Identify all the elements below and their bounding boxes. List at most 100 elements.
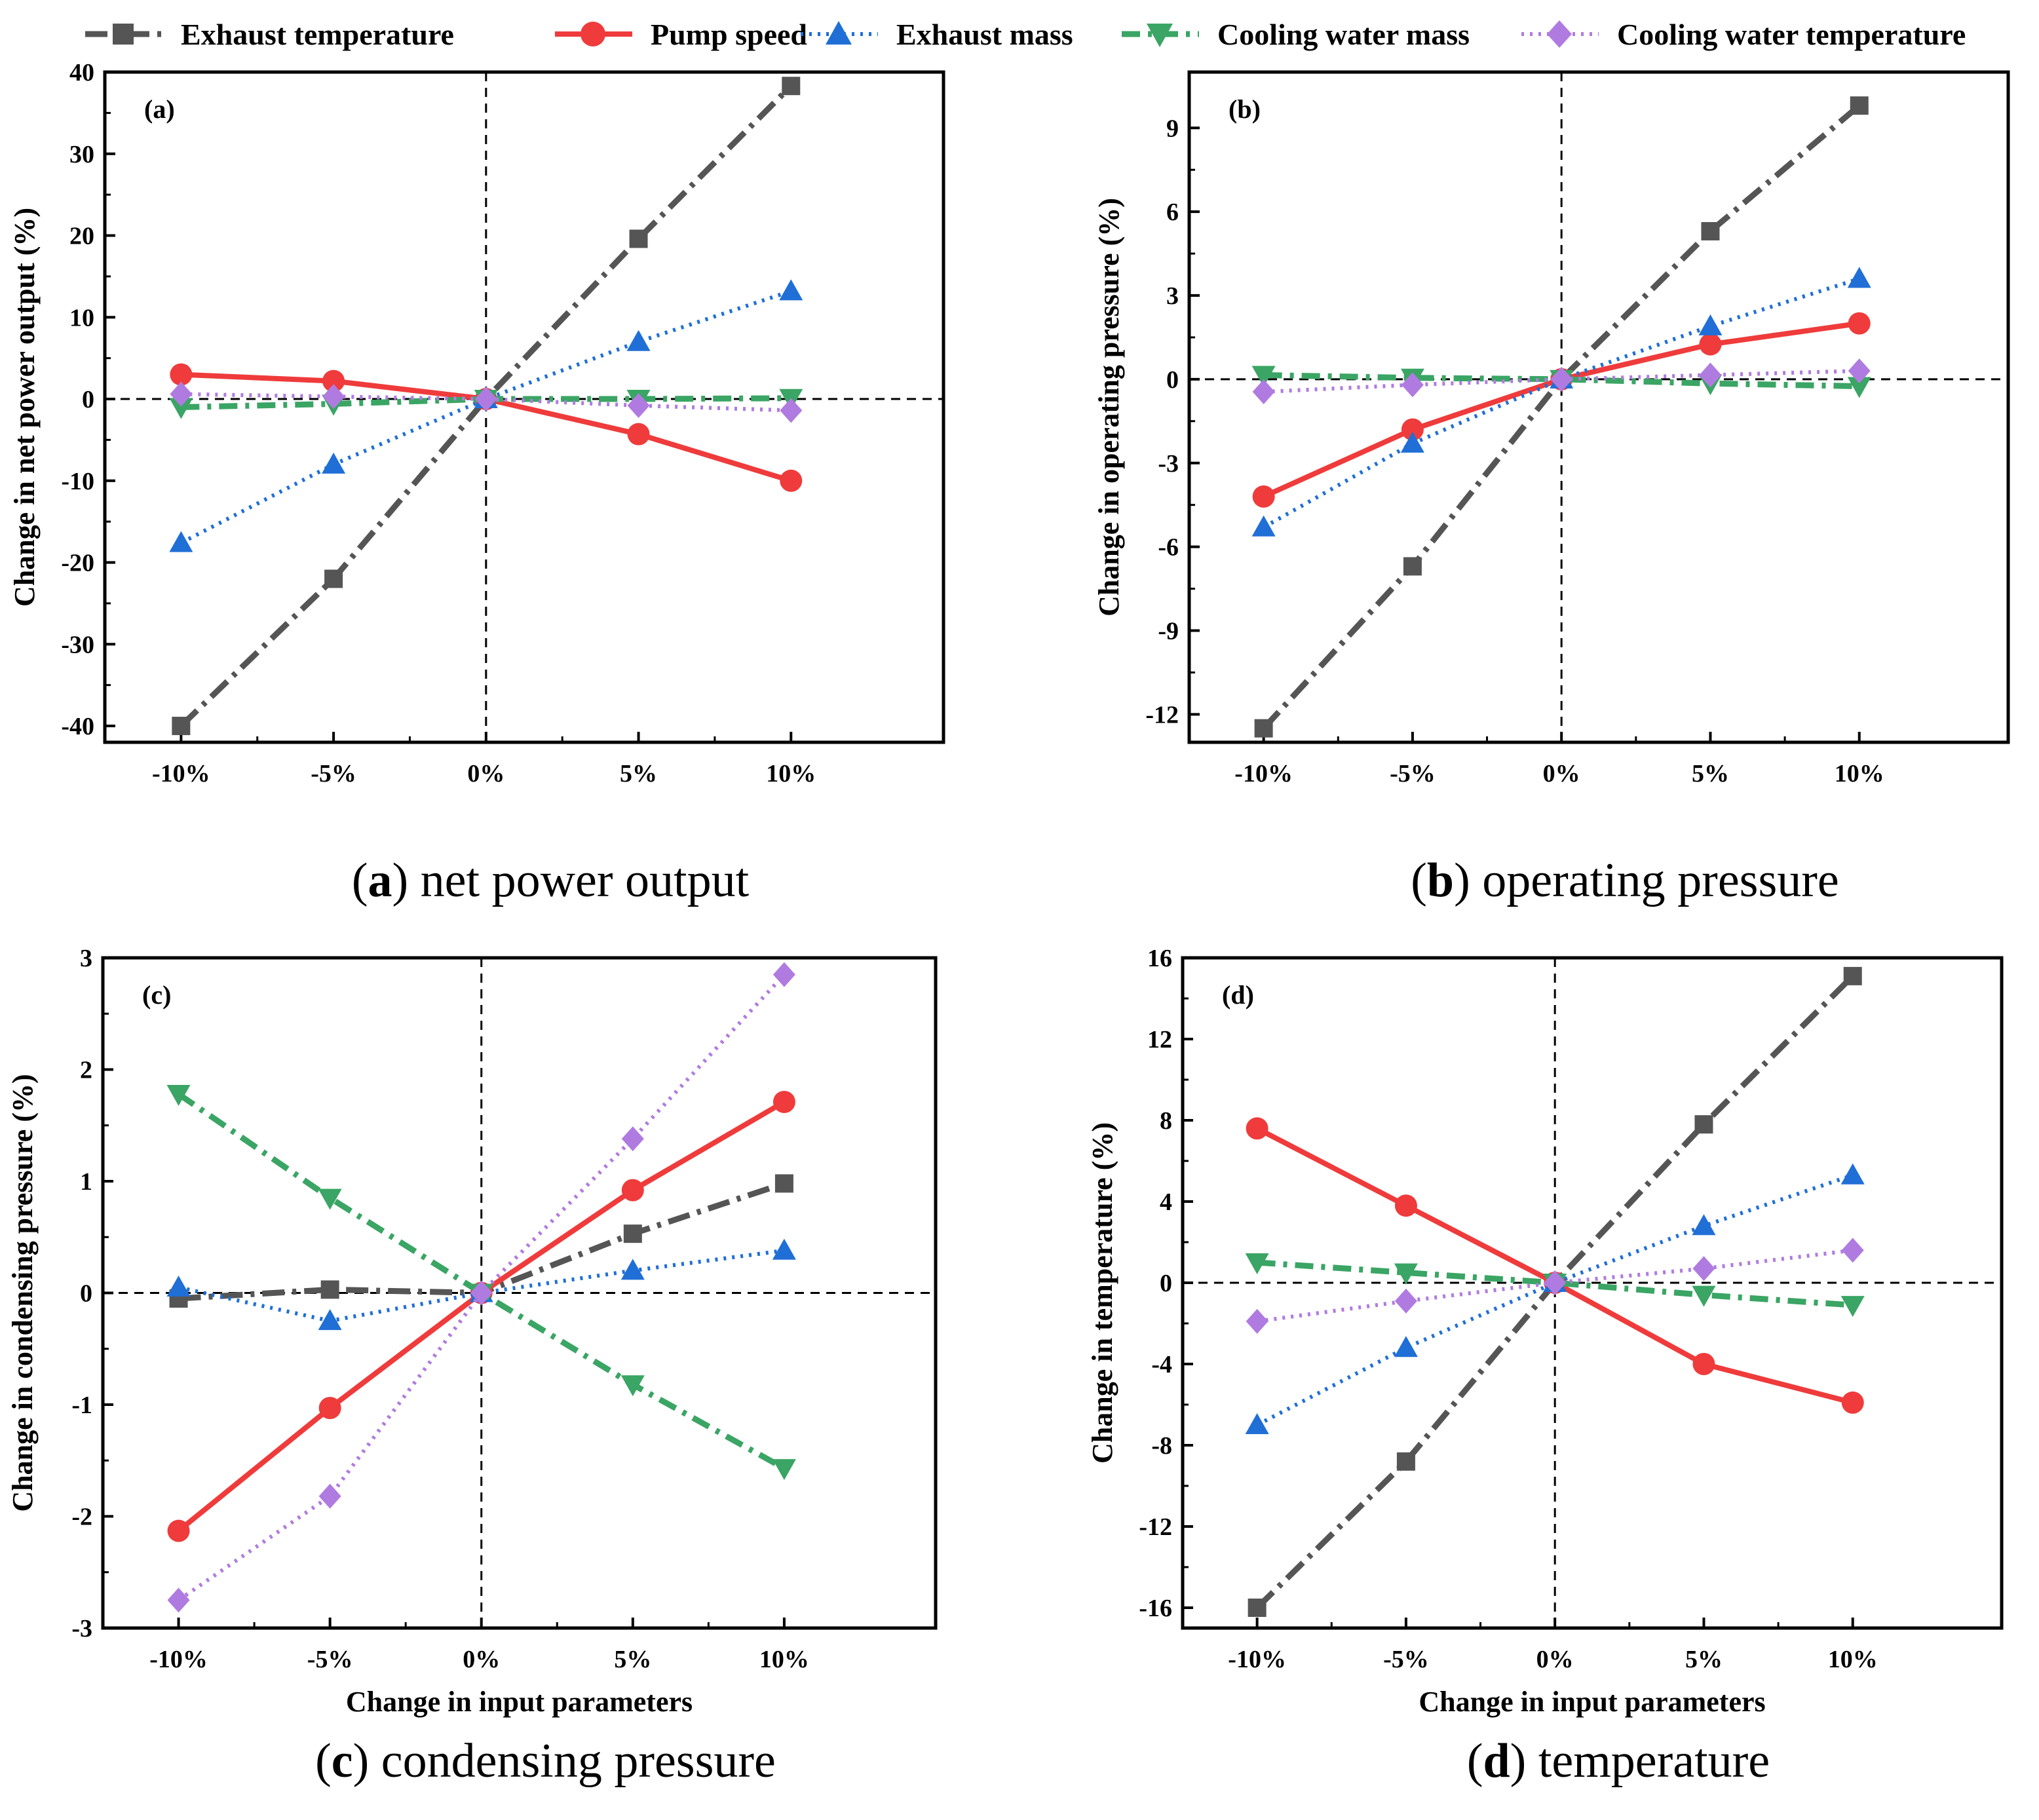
caption-paren-close: ) [392, 854, 409, 907]
series-cooling-water-temperature [167, 962, 795, 1613]
y-tick-label: 1 [80, 1168, 92, 1196]
data-point [1246, 1117, 1268, 1140]
panel-label: (b) [1229, 94, 1261, 124]
data-point [627, 423, 650, 446]
data-point [320, 1280, 339, 1299]
data-point [318, 1483, 341, 1509]
data-point [1698, 314, 1723, 335]
series-line [1261, 103, 1861, 730]
data-point [1692, 1256, 1715, 1281]
plot-frame [1181, 956, 2004, 1630]
x-tick-label: -5% [1383, 1646, 1429, 1673]
y-tick-label: 0 [1166, 366, 1179, 394]
data-point [1692, 1353, 1715, 1375]
y-tick-label: 30 [69, 141, 94, 168]
y-tick-label: 12 [1147, 1026, 1172, 1053]
data-point [1847, 377, 1871, 398]
data-point [1400, 431, 1424, 453]
data-point [1692, 1214, 1716, 1236]
data-point [1251, 515, 1276, 537]
data-point [1701, 221, 1720, 240]
legend-marker [1147, 24, 1173, 47]
data-point [1692, 1285, 1716, 1307]
data-point [169, 398, 193, 419]
y-tick-label: -12 [1139, 1513, 1172, 1541]
caption-paren-open: ( [352, 854, 368, 907]
legend-entry-exhaust-temperature: Exhaust temperature [85, 18, 454, 51]
caption-letter: a [368, 854, 392, 907]
data-point [1401, 372, 1424, 398]
x-tick-label: 5% [620, 760, 657, 787]
data-point [1401, 418, 1424, 441]
series-exhaust-mass [169, 279, 803, 552]
data-point [779, 279, 803, 301]
y-tick-label: 9 [1166, 115, 1179, 142]
caption-text: condensing pressure [369, 1734, 776, 1788]
data-point [621, 1126, 644, 1152]
x-tick-label: -10% [152, 760, 210, 787]
data-point [774, 1174, 793, 1193]
x-tick-label: 5% [614, 1646, 651, 1673]
legend-label: Exhaust temperature [181, 18, 454, 51]
y-tick-label: -10 [61, 468, 94, 495]
plot-frame [1187, 70, 2010, 744]
data-point [1252, 379, 1275, 405]
data-point [1848, 358, 1871, 384]
data-point [169, 531, 193, 552]
data-point [324, 569, 343, 588]
data-point [1394, 1194, 1417, 1217]
caption-paren-open: ( [1467, 1734, 1483, 1788]
series-cooling-water-temperature [1252, 358, 1871, 405]
x-tick-label: -5% [307, 1646, 353, 1673]
y-axis-title: Change in operating pressure (%) [1093, 198, 1125, 616]
data-point [626, 330, 651, 351]
data-point [1245, 1253, 1269, 1274]
data-point [772, 962, 795, 987]
y-tick-label: -8 [1151, 1432, 1172, 1460]
data-point [1246, 1308, 1268, 1334]
x-axis-title: Change in input parameters [1419, 1686, 1765, 1718]
panel-label: (c) [142, 980, 171, 1010]
data-point [627, 393, 650, 419]
panel-label: (a) [144, 94, 175, 124]
data-point [322, 384, 345, 409]
data-point [1840, 1296, 1865, 1318]
y-tick-label: 20 [69, 223, 94, 250]
panel-caption: (d) temperature [1467, 1734, 1770, 1788]
data-point [772, 1459, 796, 1481]
series-line [176, 1091, 786, 1471]
legend: Exhaust temperature Pump speed Exhaust mas… [85, 18, 1966, 51]
y-tick-label: 8 [1160, 1107, 1172, 1135]
data-point [1252, 485, 1275, 508]
panel-caption: (c) condensing pressure [315, 1734, 776, 1788]
legend-marker [1547, 20, 1572, 48]
x-tick-label: 10% [759, 1646, 809, 1673]
data-point [318, 1188, 342, 1210]
series-line [1263, 371, 1859, 390]
legend-marker [581, 22, 605, 47]
series-pump-speed [167, 1090, 795, 1542]
series-line [1256, 1173, 1854, 1427]
data-point [1699, 333, 1722, 356]
x-tick-label: 10% [1835, 760, 1884, 787]
data-point [772, 1090, 795, 1113]
caption-paren-open: ( [315, 1734, 332, 1788]
data-point [1248, 1599, 1267, 1617]
x-tick-label: -5% [311, 760, 356, 787]
caption-text: temperature [1526, 1734, 1770, 1788]
y-tick-label: -6 [1158, 534, 1179, 561]
series-line [179, 84, 793, 729]
data-point [167, 1519, 190, 1542]
data-point [322, 370, 345, 392]
series-exhaust-mass [1251, 267, 1871, 537]
panel-label: (d) [1222, 980, 1254, 1010]
y-tick-label: 0 [80, 1280, 92, 1308]
legend-label: Cooling water mass [1217, 18, 1470, 51]
data-point [474, 387, 497, 412]
y-tick-label: 2 [80, 1057, 92, 1084]
legend-entry-exhaust-mass: Exhaust mass [801, 18, 1073, 51]
y-tick-label: -3 [71, 1615, 92, 1642]
data-point [1251, 366, 1276, 387]
